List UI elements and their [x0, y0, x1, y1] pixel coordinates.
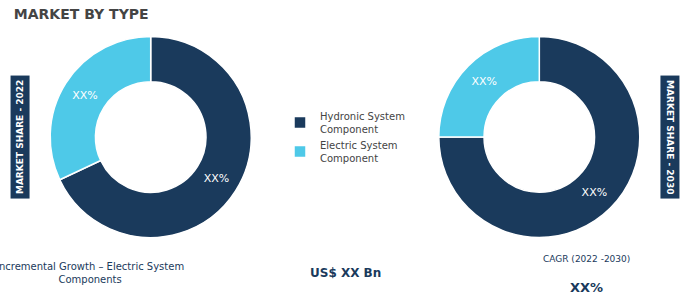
- svg-text:MARKET SHARE - 2022: MARKET SHARE - 2022: [15, 80, 25, 194]
- svg-text:MARKET SHARE - 2030: MARKET SHARE - 2030: [665, 80, 675, 194]
- svg-text:XX%: XX%: [570, 280, 603, 295]
- svg-text:XX%: XX%: [204, 172, 230, 185]
- svg-text:Hydronic SystemComponent: Hydronic SystemComponent: [320, 111, 405, 135]
- svg-text:US$ XX Bn: US$ XX Bn: [310, 266, 381, 280]
- svg-text:Electric SystemComponent: Electric SystemComponent: [320, 140, 398, 164]
- svg-text:Incremental Growth – Electric: Incremental Growth – Electric SystemComp…: [0, 261, 184, 285]
- svg-text:CAGR (2022 -2030): CAGR (2022 -2030): [543, 254, 630, 264]
- svg-text:XX%: XX%: [582, 186, 608, 199]
- svg-text:XX%: XX%: [471, 75, 497, 88]
- svg-text:MARKET BY TYPE: MARKET BY TYPE: [14, 6, 149, 22]
- svg-text:XX%: XX%: [72, 89, 98, 102]
